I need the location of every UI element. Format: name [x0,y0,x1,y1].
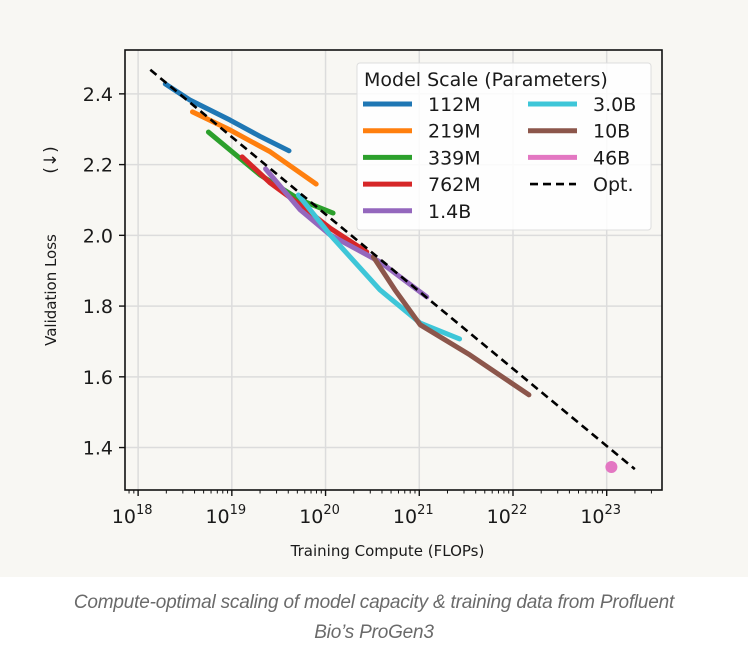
series-layer [149,68,636,474]
legend-title: Model Scale (Parameters) [364,69,608,91]
y-tick-label: 2.4 [83,84,113,106]
y-axis-label: Validation Loss [42,234,60,346]
legend-label: 762M [428,174,481,196]
y-axis: 1.4 1.6 1.8 2.0 2.2 2.4 [83,84,125,460]
legend-items: 112M 219M 339M 762M 1.4B 3.0B 10B 46B Opt. [363,94,636,223]
plot-frame [124,49,663,491]
series-10b-line [370,254,532,398]
x-tick-label: 1022 [487,503,528,528]
x-tick-label: 1020 [299,503,340,528]
series-46b-point [605,461,618,474]
x-tick-label: 1023 [580,503,621,528]
y-tick-label: 1.8 [83,296,113,318]
y-axis-label-arrow: (↓) [41,146,61,174]
series-30b-line [295,192,463,342]
legend-label: 112M [428,94,481,116]
legend-item-46b: 46B [528,147,630,169]
y-tick-label: 1.6 [83,367,113,389]
legend-item-112m: 112M [363,94,481,116]
legend-item-762m: 762M [363,174,481,196]
series-762m-line [239,154,370,255]
y-tick-label: 2.2 [83,155,113,177]
legend-label: Opt. [593,174,634,196]
legend-item-339m: 339M [363,147,481,169]
x-tick-label: 1018 [112,503,153,528]
legend-label: 3.0B [593,94,636,116]
figure-caption-line-2: Bio’s ProGen3 [314,622,434,643]
legend-label: 339M [428,147,481,169]
y-axis-label-group: Validation Loss (↓) [41,146,61,346]
legend-label: 219M [428,121,481,143]
y-tick-label: 2.0 [83,225,113,247]
legend-item-opt: Opt. [530,174,634,196]
legend-item-30b: 3.0B [528,94,636,116]
legend-label: 46B [593,147,630,169]
legend-item-14b: 1.4B [363,201,471,223]
legend-item-219m: 219M [363,121,481,143]
x-tick-label: 1019 [205,503,246,528]
x-tick-label: 1021 [393,503,434,528]
scaling-chart: 1018 1019 1020 1021 1022 1023 1.4 1.6 1.8 2.0 2.2… [41,49,663,560]
legend-label: 10B [593,121,630,143]
x-axis-label: Training Compute (FLOPs) [290,542,485,560]
series-opt-line [149,68,636,471]
x-axis: 1018 1019 1020 1021 1022 1023 [112,490,652,528]
legend-label: 1.4B [428,201,471,223]
legend-box [356,62,652,231]
legend-item-10b: 10B [528,121,630,143]
legend: Model Scale (Parameters) 112M 219M 339M 762… [356,62,652,231]
figure-caption-line-1: Compute-optimal scaling of model capacit… [73,592,675,613]
figure-panel: 1018 1019 1020 1021 1022 1023 1.4 1.6 1.8 2.0 2.2… [0,0,748,577]
y-tick-label: 1.4 [83,438,113,460]
